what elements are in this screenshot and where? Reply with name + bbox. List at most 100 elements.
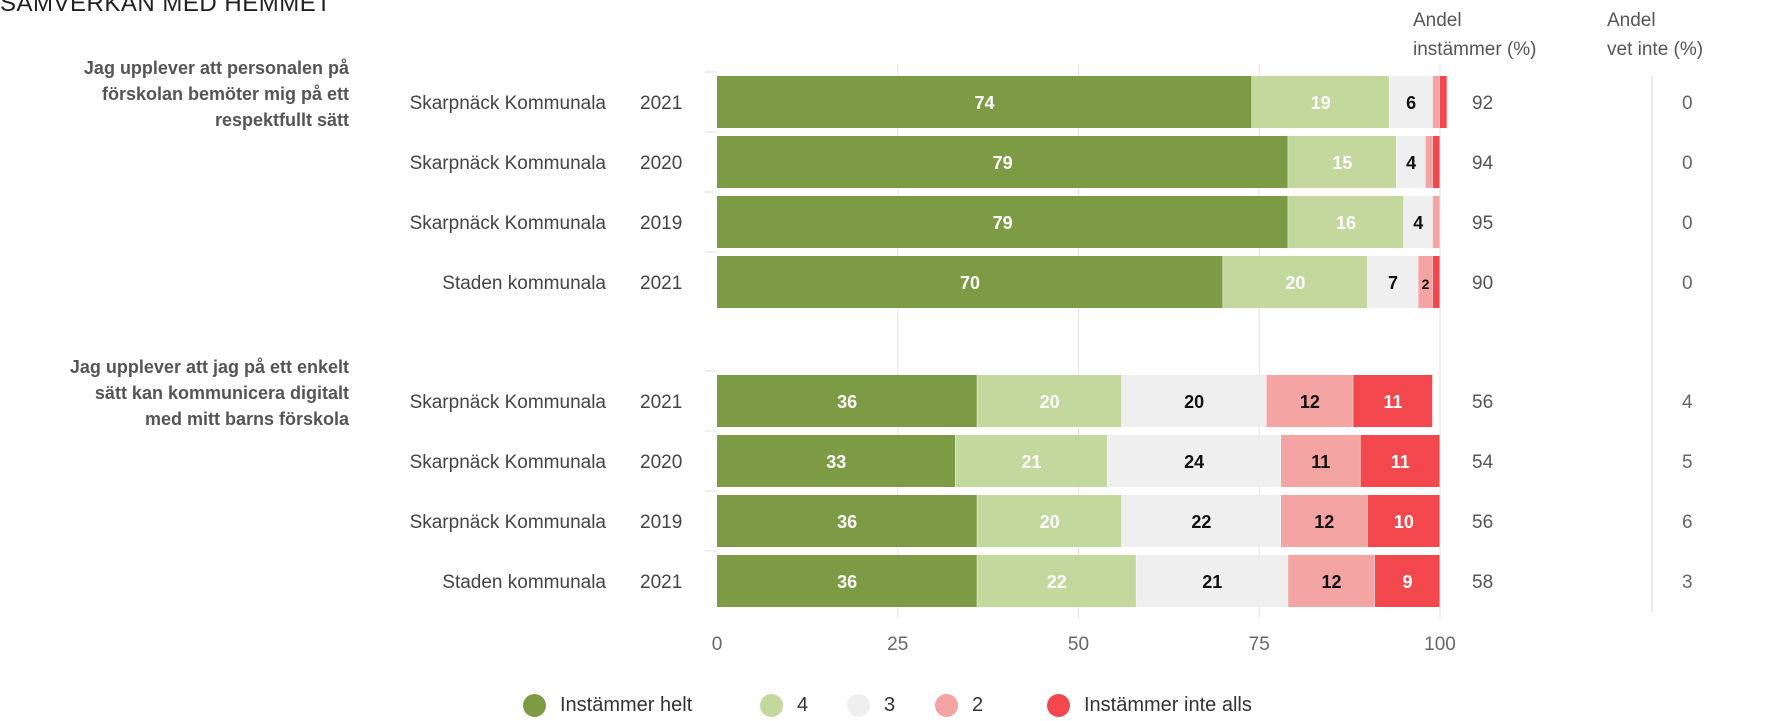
legend-marker-icon (760, 693, 783, 717)
bar-segment (1396, 136, 1426, 188)
x-tick-label: 0 (712, 634, 723, 655)
andel-instammer-value: 56 (1472, 392, 1493, 413)
legend-label: 2 (972, 693, 984, 716)
bar-data-label: 12 (1322, 572, 1342, 592)
bar-segment (1280, 495, 1368, 547)
question-label: förskolan bemöter mig på ett (102, 84, 349, 104)
bar-data-label: 74 (974, 93, 994, 113)
bar-data-label: 79 (993, 213, 1013, 233)
legend-marker-icon (935, 693, 958, 717)
bar-data-label: 22 (1191, 512, 1211, 532)
bar-segment (717, 136, 1288, 188)
andel-vet-inte-value: 0 (1682, 93, 1693, 114)
row-unit-label: Skarpnäck Kommunala (410, 512, 607, 533)
chart-legend: Instämmer helt 4 3 2 Instämmer inte alls (0, 690, 1785, 720)
bar-segment (717, 435, 956, 487)
column-header-line: Andel (1607, 10, 1656, 31)
row-year-label: 2020 (640, 153, 682, 174)
bar-data-label: 2 (1422, 276, 1430, 292)
row-year-label: 2021 (640, 572, 682, 593)
bar-data-label: 15 (1332, 153, 1352, 173)
bar-data-label: 20 (1040, 512, 1060, 532)
bar-segment (1223, 256, 1368, 308)
x-tick-label: 75 (1249, 634, 1270, 655)
question-label: Jag upplever att personalen på (84, 58, 350, 78)
question-label: respektfullt sätt (215, 110, 349, 130)
legend-label: Instämmer inte alls (1084, 693, 1252, 716)
legend-item[interactable]: 2 (935, 690, 983, 720)
andel-vet-inte-value: 0 (1682, 213, 1693, 234)
bar-segment (1121, 495, 1281, 547)
legend-marker-icon (523, 693, 546, 717)
row-unit-label: Skarpnäck Kommunala (410, 153, 607, 174)
bar-data-label: 19 (1311, 93, 1331, 113)
bar-segment (717, 196, 1288, 248)
bar-data-label: 20 (1040, 392, 1060, 412)
bar-segment (1266, 375, 1353, 427)
bar-data-label: 36 (837, 572, 857, 592)
row-unit-label: Skarpnäck Kommunala (410, 213, 607, 234)
bar-data-label: 11 (1391, 452, 1410, 472)
andel-instammer-value: 92 (1472, 93, 1493, 114)
row-year-label: 2021 (640, 392, 682, 413)
bar-segment (977, 495, 1122, 547)
chart-title: SAMVERKAN MED HEMMET (0, 0, 332, 17)
bar-segment (717, 375, 977, 427)
row-unit-label: Skarpnäck Kommunala (410, 93, 607, 114)
bar-data-label: 22 (1047, 572, 1067, 592)
legend-item[interactable]: 4 (760, 690, 808, 720)
bar-data-label: 36 (837, 512, 857, 532)
legend-label: Instämmer helt (560, 693, 693, 716)
bar-segment (1136, 555, 1288, 607)
legend-label: 3 (884, 693, 896, 716)
bar-segment (1389, 76, 1433, 128)
bar-segment (1374, 555, 1440, 607)
andel-instammer-value: 58 (1472, 572, 1493, 593)
x-tick-label: 100 (1424, 634, 1456, 655)
bar-segment (1367, 256, 1418, 308)
bar-data-label: 21 (1021, 452, 1041, 472)
row-unit-label: Staden kommunala (442, 273, 606, 294)
bar-segment (1432, 196, 1440, 248)
legend-item[interactable]: Instämmer inte alls (1047, 690, 1252, 720)
question-label: Jag upplever att jag på ett enkelt (70, 357, 349, 377)
bar-data-label: 6 (1406, 93, 1416, 113)
andel-instammer-value: 56 (1472, 512, 1493, 533)
row-unit-label: Staden kommunala (442, 572, 606, 593)
bar-segment (977, 375, 1122, 427)
andel-vet-inte-value: 5 (1682, 452, 1693, 473)
x-tick-label: 25 (887, 634, 908, 655)
bar-data-label: 12 (1300, 392, 1320, 412)
bar-segment (1288, 555, 1375, 607)
column-header-line: vet inte (%) (1607, 39, 1704, 60)
bar-data-label: 7 (1388, 273, 1398, 293)
bar-segment (1288, 136, 1397, 188)
row-year-label: 2021 (640, 93, 682, 114)
bar-segment (1107, 435, 1281, 487)
bar-data-label: 10 (1394, 512, 1414, 532)
bar-segment (1403, 196, 1433, 248)
legend-item[interactable]: 3 (847, 690, 895, 720)
column-header-andel-instammer: Andel instämmer (%) (1413, 6, 1537, 64)
bar-segment (717, 495, 977, 547)
andel-vet-inte-value: 0 (1682, 273, 1693, 294)
bar-data-label: 33 (826, 452, 846, 472)
question-label: med mitt barns förskola (145, 409, 350, 429)
x-tick-label: 50 (1068, 634, 1089, 655)
bar-segment (1440, 76, 1447, 128)
bar-data-label: 12 (1314, 512, 1334, 532)
andel-vet-inte-value: 0 (1682, 153, 1693, 174)
andel-vet-inte-value: 3 (1682, 572, 1693, 593)
andel-instammer-value: 95 (1472, 213, 1493, 234)
bar-segment (1252, 76, 1389, 128)
bar-data-label: 24 (1184, 452, 1204, 472)
bar-data-label: 36 (837, 392, 857, 412)
legend-marker-icon (1047, 693, 1070, 717)
row-unit-label: Skarpnäck Kommunala (410, 392, 607, 413)
legend-item[interactable]: Instämmer helt (523, 690, 692, 720)
bar-segment (1367, 495, 1440, 547)
andel-vet-inte-value: 6 (1682, 512, 1693, 533)
column-header-line: instämmer (%) (1413, 39, 1537, 60)
bar-segment (1280, 435, 1360, 487)
bar-segment (1360, 435, 1440, 487)
